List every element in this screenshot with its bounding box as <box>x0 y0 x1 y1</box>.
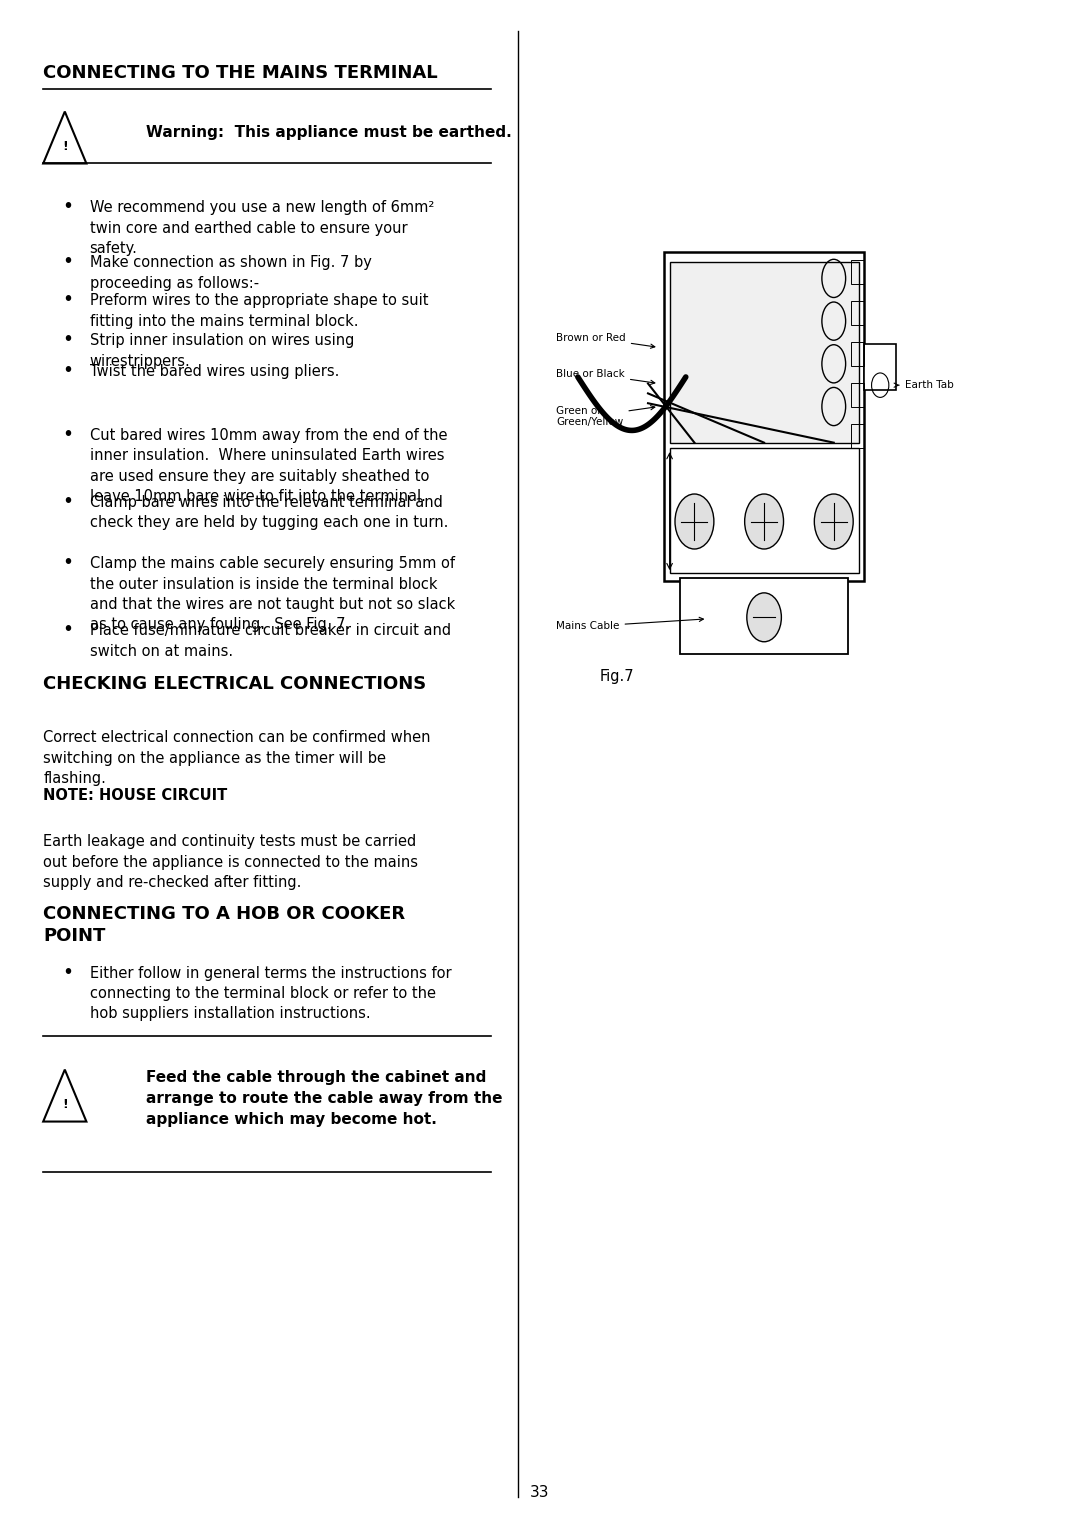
Text: Warning:  This appliance must be earthed.: Warning: This appliance must be earthed. <box>146 125 512 141</box>
Text: !: ! <box>62 141 68 153</box>
Text: CHECKING ELECTRICAL CONNECTIONS: CHECKING ELECTRICAL CONNECTIONS <box>43 675 427 694</box>
Bar <box>670 448 859 573</box>
Bar <box>851 301 864 325</box>
Text: CONNECTING TO THE MAINS TERMINAL: CONNECTING TO THE MAINS TERMINAL <box>43 64 437 83</box>
Circle shape <box>745 494 784 549</box>
Text: Twist the bared wires using pliers.: Twist the bared wires using pliers. <box>90 364 339 379</box>
Bar <box>851 342 864 367</box>
Bar <box>680 578 848 654</box>
Text: Earth leakage and continuity tests must be carried
out before the appliance is c: Earth leakage and continuity tests must … <box>43 834 418 891</box>
Bar <box>851 384 864 408</box>
Text: 33: 33 <box>530 1485 550 1500</box>
Text: Brown or Red: Brown or Red <box>556 333 654 348</box>
Bar <box>851 423 864 448</box>
Text: Clamp the mains cable securely ensuring 5mm of
the outer insulation is inside th: Clamp the mains cable securely ensuring … <box>90 556 455 633</box>
Text: CONNECTING TO A HOB OR COOKER
POINT: CONNECTING TO A HOB OR COOKER POINT <box>43 905 405 946</box>
Text: •: • <box>63 197 73 215</box>
Text: Feed the cable through the cabinet and
arrange to route the cable away from the
: Feed the cable through the cabinet and a… <box>146 1070 502 1126</box>
Text: •: • <box>63 330 73 348</box>
Text: Strip inner insulation on wires using
wirestrippers.: Strip inner insulation on wires using wi… <box>90 333 354 368</box>
Text: !: ! <box>62 1099 68 1111</box>
Text: Green or
Green/Yellow: Green or Green/Yellow <box>556 405 654 428</box>
Bar <box>864 344 896 390</box>
Text: •: • <box>63 290 73 309</box>
Text: Blue or Black: Blue or Black <box>556 368 654 385</box>
Text: Fig.7: Fig.7 <box>599 669 634 685</box>
Text: •: • <box>63 492 73 510</box>
Text: We recommend you use a new length of 6mm²
twin core and earthed cable to ensure : We recommend you use a new length of 6mm… <box>90 200 434 257</box>
Text: Make connection as shown in Fig. 7 by
proceeding as follows:-: Make connection as shown in Fig. 7 by pr… <box>90 255 372 290</box>
Text: Either follow in general terms the instructions for
connecting to the terminal b: Either follow in general terms the instr… <box>90 966 451 1022</box>
Circle shape <box>675 494 714 549</box>
Bar <box>851 260 864 284</box>
Text: •: • <box>63 553 73 571</box>
Text: NOTE: HOUSE CIRCUIT: NOTE: HOUSE CIRCUIT <box>43 788 228 804</box>
Text: Clamp bare wires into the relevant terminal and
check they are held by tugging e: Clamp bare wires into the relevant termi… <box>90 495 448 530</box>
Text: Preform wires to the appropriate shape to suit
fitting into the mains terminal b: Preform wires to the appropriate shape t… <box>90 293 428 329</box>
Text: •: • <box>63 620 73 639</box>
Text: •: • <box>63 361 73 379</box>
Text: 5mm: 5mm <box>678 506 705 516</box>
Bar <box>664 252 864 581</box>
Text: Mains Cable: Mains Cable <box>556 617 703 631</box>
Text: Earth Tab: Earth Tab <box>894 380 954 390</box>
Bar <box>670 261 859 443</box>
Text: Cut bared wires 10mm away from the end of the
inner insulation.  Where uninsulat: Cut bared wires 10mm away from the end o… <box>90 428 447 504</box>
Text: •: • <box>63 425 73 443</box>
Text: •: • <box>63 252 73 270</box>
Circle shape <box>747 593 782 642</box>
Text: Correct electrical connection can be confirmed when
switching on the appliance a: Correct electrical connection can be con… <box>43 730 431 787</box>
Text: Place fuse/miniature circuit breaker in circuit and
switch on at mains.: Place fuse/miniature circuit breaker in … <box>90 623 450 659</box>
Text: •: • <box>63 963 73 981</box>
Circle shape <box>814 494 853 549</box>
